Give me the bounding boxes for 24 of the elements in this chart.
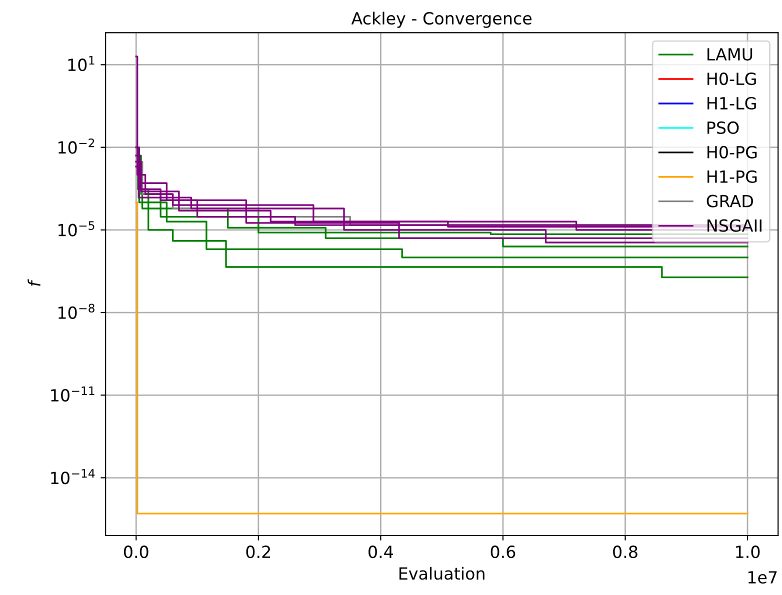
y-tick-label: 10$^{−5}$ [58, 221, 94, 236]
y-tick-label: 10$^{−8}$ [58, 304, 94, 319]
legend-label: NSGAII [708, 219, 762, 232]
legend-label: PSO [708, 121, 739, 134]
x-axis-title: Evaluation [399, 566, 484, 580]
x-tick-label: 0.8 [613, 546, 638, 558]
x-tick-label: 1.0 [736, 546, 760, 558]
x-tick-label: 0.0 [124, 546, 148, 558]
y-tick-label: 10$^{−11}$ [51, 386, 94, 402]
legend-label: H1-PG [708, 170, 757, 183]
y-tick-label: 10$^{−2}$ [58, 138, 94, 154]
legend-label: GRAD [706, 194, 753, 208]
y-tick-label: 10$^{1}$ [68, 56, 94, 72]
legend-label: H0-PG [708, 146, 757, 158]
text: 1e7 [748, 571, 777, 584]
x-tick-label: 0.6 [490, 546, 516, 558]
y-axis-title: f [28, 279, 40, 286]
legend-label: LAMU [708, 48, 752, 61]
x-tick-label: 0.4 [368, 546, 394, 558]
legend-label: H1-LG [708, 96, 756, 110]
y-tick-label: 10$^{−14}$ [51, 469, 95, 484]
legend-label: H0-LG [708, 72, 756, 86]
x-tick-label: 0.2 [246, 546, 270, 558]
chart-title: Ackley - Convergence [351, 12, 532, 28]
